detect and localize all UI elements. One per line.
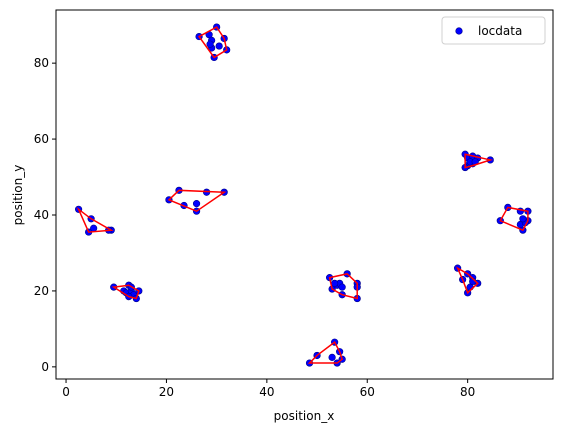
hull [111, 284, 140, 300]
hull [456, 266, 479, 295]
y-tick-label: 20 [34, 284, 49, 298]
hull [499, 206, 529, 232]
y-tick-label: 0 [41, 360, 49, 374]
point [328, 353, 336, 361]
plot-frame [55, 9, 554, 380]
x-tick-label: 60 [360, 385, 375, 399]
hull [328, 273, 358, 300]
hull [464, 153, 494, 169]
legend-label: locdata [478, 24, 522, 38]
point [206, 40, 214, 48]
x-tick-label: 40 [259, 385, 274, 399]
hull [76, 206, 114, 233]
x-tick-label: 80 [460, 385, 475, 399]
y-tick-label: 40 [34, 208, 49, 222]
point [331, 279, 339, 287]
legend-box [441, 16, 546, 45]
x-tick-label: 20 [159, 385, 174, 399]
y-tick-label: 80 [34, 56, 49, 70]
point [338, 283, 346, 291]
y-axis-label: position_y [11, 165, 25, 226]
x-tick-label: 0 [62, 385, 70, 399]
hull [197, 26, 228, 59]
point [519, 215, 527, 223]
legend-marker [455, 27, 463, 35]
hull [167, 189, 227, 213]
y-tick-label: 60 [34, 132, 49, 146]
hull [307, 341, 344, 364]
point [192, 200, 201, 208]
point [215, 42, 223, 50]
x-axis-label: position_x [274, 409, 335, 423]
